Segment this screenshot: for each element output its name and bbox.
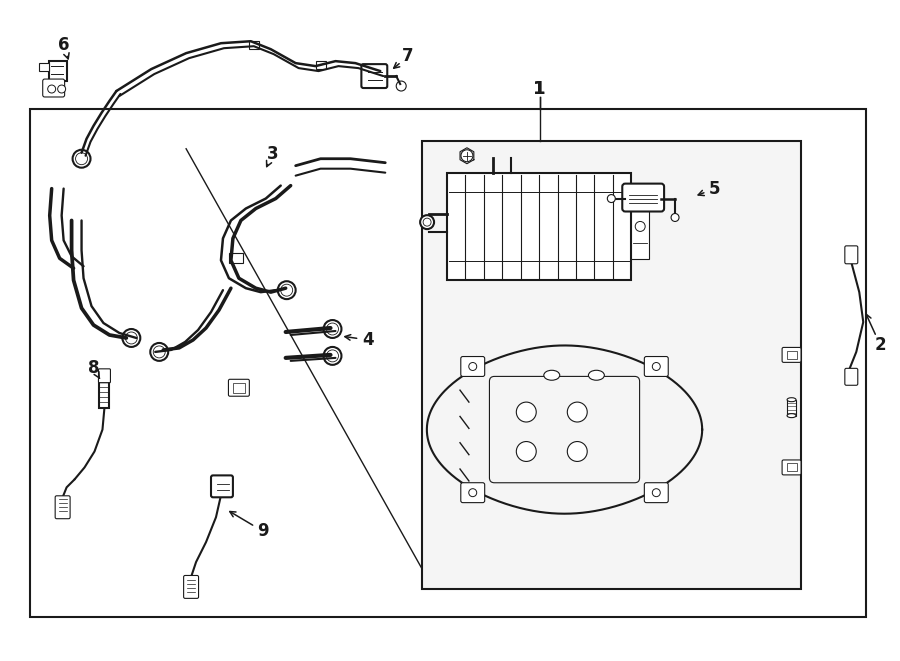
Bar xyxy=(447,173,631,280)
FancyBboxPatch shape xyxy=(55,496,70,519)
Circle shape xyxy=(652,362,661,370)
FancyBboxPatch shape xyxy=(644,356,668,377)
FancyBboxPatch shape xyxy=(229,379,249,396)
Circle shape xyxy=(48,85,56,93)
Circle shape xyxy=(469,488,477,496)
Bar xyxy=(631,194,649,258)
Text: 7: 7 xyxy=(402,47,414,65)
FancyBboxPatch shape xyxy=(845,246,858,264)
Circle shape xyxy=(278,281,296,299)
FancyBboxPatch shape xyxy=(644,483,668,502)
Circle shape xyxy=(671,214,679,221)
Text: 8: 8 xyxy=(88,359,99,377)
Bar xyxy=(787,463,796,471)
Ellipse shape xyxy=(788,398,796,402)
Circle shape xyxy=(469,362,477,370)
Circle shape xyxy=(281,284,292,296)
Circle shape xyxy=(323,347,341,365)
Text: 4: 4 xyxy=(363,331,374,349)
Circle shape xyxy=(567,442,587,461)
Circle shape xyxy=(125,332,138,344)
Circle shape xyxy=(608,194,616,202)
FancyBboxPatch shape xyxy=(362,64,387,88)
FancyBboxPatch shape xyxy=(461,483,485,502)
Bar xyxy=(49,61,67,81)
Text: 1: 1 xyxy=(534,80,546,98)
FancyBboxPatch shape xyxy=(211,475,233,497)
Circle shape xyxy=(517,442,536,461)
Circle shape xyxy=(461,150,472,162)
Circle shape xyxy=(76,153,87,165)
FancyBboxPatch shape xyxy=(42,79,65,97)
Ellipse shape xyxy=(544,370,560,380)
FancyBboxPatch shape xyxy=(622,184,664,212)
Circle shape xyxy=(150,343,168,361)
Text: 5: 5 xyxy=(709,180,721,198)
Circle shape xyxy=(122,329,140,347)
FancyBboxPatch shape xyxy=(98,369,111,383)
Text: 9: 9 xyxy=(257,522,268,540)
Circle shape xyxy=(423,218,431,226)
Circle shape xyxy=(567,402,587,422)
FancyBboxPatch shape xyxy=(845,368,858,385)
FancyBboxPatch shape xyxy=(782,348,801,362)
FancyBboxPatch shape xyxy=(782,460,801,475)
Bar xyxy=(316,61,326,69)
Bar xyxy=(30,109,866,617)
Circle shape xyxy=(153,346,166,358)
Circle shape xyxy=(58,85,66,93)
Bar xyxy=(100,380,110,408)
Circle shape xyxy=(323,320,341,338)
Circle shape xyxy=(327,350,338,362)
Ellipse shape xyxy=(589,370,604,380)
Circle shape xyxy=(327,323,338,335)
Text: 3: 3 xyxy=(267,145,279,163)
Circle shape xyxy=(420,215,434,229)
Circle shape xyxy=(396,81,406,91)
Bar xyxy=(229,253,243,263)
Text: 1: 1 xyxy=(534,80,546,98)
Bar xyxy=(788,400,796,416)
Text: 6: 6 xyxy=(58,36,69,54)
FancyBboxPatch shape xyxy=(184,576,199,598)
Bar xyxy=(422,141,800,589)
Bar xyxy=(39,63,49,71)
Bar xyxy=(233,383,245,393)
FancyBboxPatch shape xyxy=(461,356,485,377)
Ellipse shape xyxy=(788,414,796,418)
Circle shape xyxy=(73,150,91,168)
Circle shape xyxy=(652,488,661,496)
Circle shape xyxy=(635,221,645,231)
Bar xyxy=(787,351,796,359)
Circle shape xyxy=(517,402,536,422)
Bar xyxy=(248,41,259,49)
Text: 2: 2 xyxy=(875,336,886,354)
